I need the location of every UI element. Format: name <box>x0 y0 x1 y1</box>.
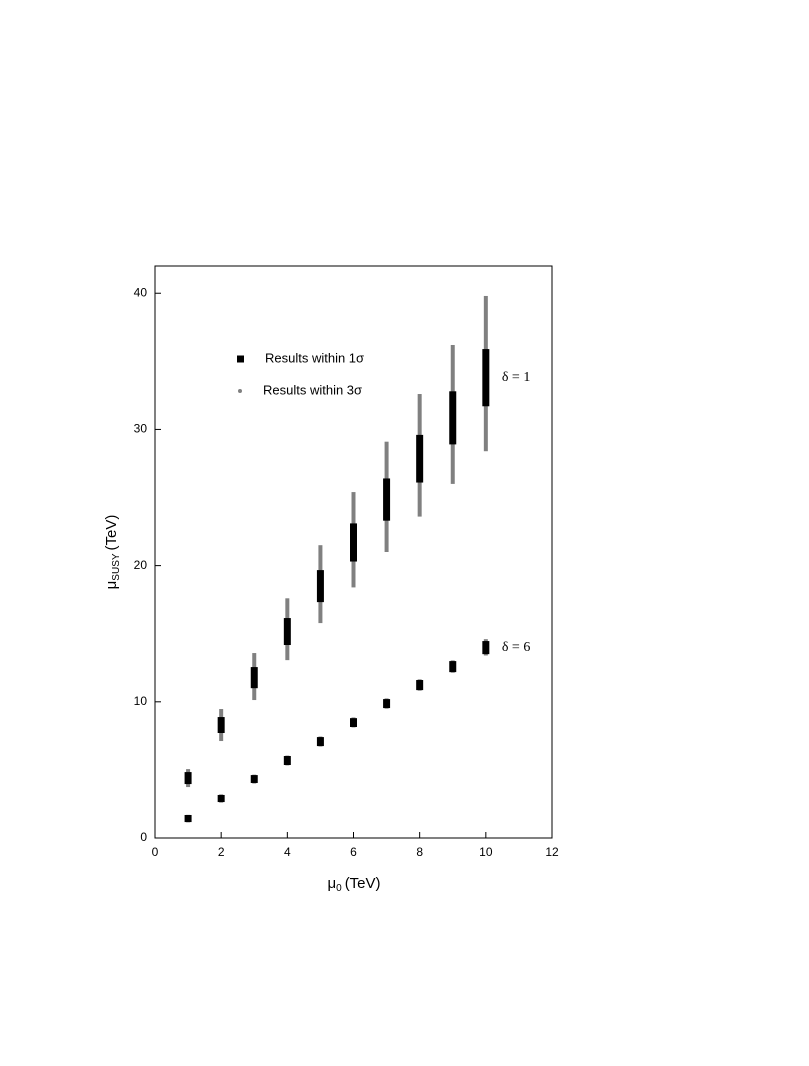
range-1sigma <box>416 434 424 483</box>
x-tick-label: 6 <box>350 845 357 859</box>
range-1sigma <box>283 618 291 646</box>
group-label: δ = 6 <box>502 640 531 655</box>
x-tick-label: 10 <box>479 845 493 859</box>
y-axis-label: μSUSY (TeV) <box>103 515 122 590</box>
range-1sigma <box>350 718 357 728</box>
legend-marker <box>238 389 242 393</box>
y-tick-label: 30 <box>134 422 148 436</box>
range-1sigma <box>482 641 490 655</box>
range-1sigma <box>217 794 225 803</box>
legend-label: Results within 3σ <box>263 382 362 397</box>
range-1sigma <box>316 737 324 747</box>
range-1sigma <box>383 699 391 709</box>
range-1sigma <box>217 717 225 733</box>
legend-marker <box>237 355 244 363</box>
x-tick-label: 12 <box>545 845 559 859</box>
x-tick-label: 2 <box>218 845 225 859</box>
x-tick-label: 0 <box>152 845 159 859</box>
x-label-sub: 0 <box>336 883 342 894</box>
range-1sigma <box>383 478 391 521</box>
range-1sigma <box>449 391 457 445</box>
range-1sigma <box>250 667 258 689</box>
range-1sigma <box>184 814 192 823</box>
x-axis-label: μ0 (TeV) <box>327 875 380 894</box>
x-label-symbol: μ <box>327 875 336 892</box>
y-tick-label: 10 <box>134 694 148 708</box>
range-1sigma <box>283 756 291 766</box>
x-label-unit: (TeV) <box>345 875 381 892</box>
range-1sigma <box>482 349 490 407</box>
y-tick-label: 20 <box>134 558 148 572</box>
legend-label: Results within 1σ <box>265 350 364 365</box>
range-1sigma <box>316 570 324 603</box>
group-label: δ = 1 <box>502 370 531 385</box>
x-tick-label: 8 <box>416 845 423 859</box>
y-tick-label: 0 <box>140 830 147 844</box>
y-tick-label: 40 <box>134 285 148 299</box>
range-1sigma <box>449 661 457 673</box>
y-label-sub: SUSY <box>111 553 122 581</box>
range-1sigma <box>350 523 357 562</box>
y-label-unit: (TeV) <box>103 515 120 551</box>
range-1sigma <box>184 772 192 785</box>
range-1sigma <box>416 680 424 691</box>
x-tick-label: 4 <box>284 845 291 859</box>
range-1sigma <box>250 775 258 783</box>
y-label-symbol: μ <box>103 581 120 590</box>
